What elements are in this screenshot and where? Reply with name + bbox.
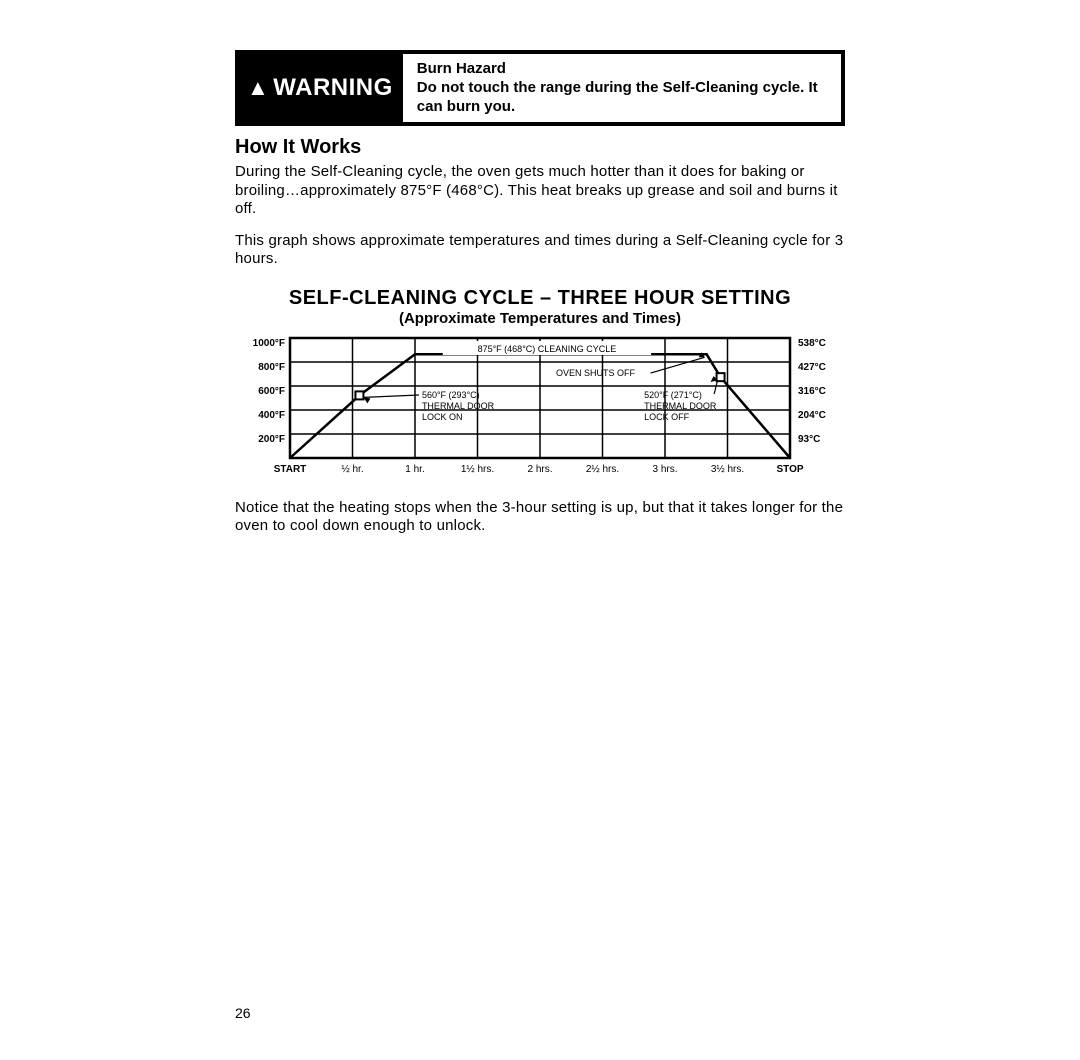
warning-triangle-icon: ▲ — [247, 75, 269, 101]
svg-text:THERMAL DOOR: THERMAL DOOR — [422, 401, 495, 411]
section-paragraph-2: This graph shows approximate temperature… — [235, 232, 845, 269]
svg-text:2 hrs.: 2 hrs. — [527, 464, 552, 475]
svg-text:800°F: 800°F — [258, 362, 285, 373]
svg-text:1000°F: 1000°F — [253, 338, 285, 349]
svg-text:875°F (468°C) CLEANING CYCLE: 875°F (468°C) CLEANING CYCLE — [478, 344, 617, 354]
svg-text:1 hr.: 1 hr. — [405, 464, 424, 475]
warning-label: WARNING — [273, 74, 393, 102]
svg-text:START: START — [274, 464, 307, 475]
warning-hazard-text: Do not touch the range during the Self-C… — [417, 79, 831, 117]
footer-text: Notice that the heating stops when the 3… — [235, 499, 845, 536]
svg-text:3½ hrs.: 3½ hrs. — [711, 464, 744, 475]
svg-text:2½ hrs.: 2½ hrs. — [586, 464, 619, 475]
svg-text:200°F: 200°F — [258, 434, 285, 445]
svg-text:427°C: 427°C — [798, 362, 826, 373]
warning-text-panel: Burn Hazard Do not touch the range durin… — [403, 54, 841, 122]
svg-text:OVEN SHUTS OFF: OVEN SHUTS OFF — [556, 368, 636, 378]
svg-text:560°F (293°C): 560°F (293°C) — [422, 390, 480, 400]
chart-svg: 1000°F 800°F 600°F 400°F 200°F 538°C 427°C 316°… — [235, 333, 845, 493]
svg-text:316°C: 316°C — [798, 386, 826, 397]
svg-text:1½ hrs.: 1½ hrs. — [461, 464, 494, 475]
svg-text:LOCK OFF: LOCK OFF — [644, 412, 690, 422]
warning-box: ▲WARNING Burn Hazard Do not touch the ra… — [235, 50, 845, 126]
page-number: 26 — [235, 1005, 251, 1021]
svg-text:204°C: 204°C — [798, 410, 826, 421]
section-title: How It Works — [235, 136, 845, 159]
section-paragraph-1: During the Self-Cleaning cycle, the oven… — [235, 163, 845, 218]
warning-hazard-title: Burn Hazard — [417, 60, 831, 79]
svg-text:3 hrs.: 3 hrs. — [652, 464, 677, 475]
svg-text:LOCK ON: LOCK ON — [422, 412, 463, 422]
svg-text:600°F: 600°F — [258, 386, 285, 397]
chart-subtitle: (Approximate Temperatures and Times) — [235, 310, 845, 327]
svg-text:400°F: 400°F — [258, 410, 285, 421]
warning-label-panel: ▲WARNING — [239, 54, 403, 122]
svg-text:93°C: 93°C — [798, 434, 820, 445]
svg-text:THERMAL DOOR: THERMAL DOOR — [644, 401, 717, 411]
svg-text:538°C: 538°C — [798, 338, 826, 349]
self-cleaning-chart: 1000°F 800°F 600°F 400°F 200°F 538°C 427°C 316°… — [235, 333, 845, 493]
svg-text:STOP: STOP — [776, 464, 803, 475]
svg-text:520°F (271°C): 520°F (271°C) — [644, 390, 702, 400]
svg-text:½ hr.: ½ hr. — [341, 464, 363, 475]
chart-title: SELF-CLEANING CYCLE – THREE HOUR SETTING — [235, 287, 845, 310]
